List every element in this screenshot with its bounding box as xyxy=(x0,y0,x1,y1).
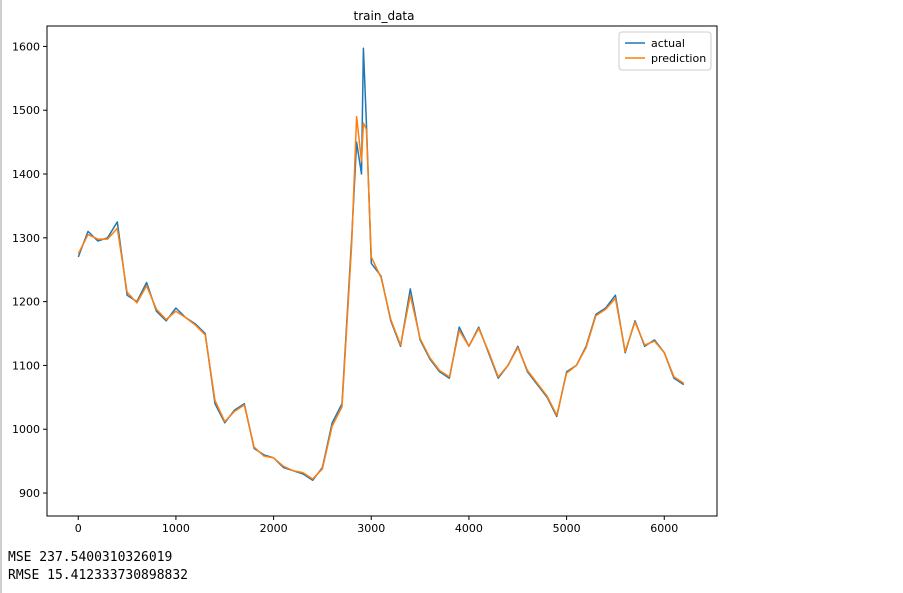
x-tick-label: 5000 xyxy=(553,522,581,535)
y-tick-label: 1400 xyxy=(12,168,40,181)
mse-line: MSE 237.5400310326019 xyxy=(8,550,173,565)
x-tick-label: 1000 xyxy=(162,522,190,535)
legend-box xyxy=(618,31,712,71)
series-line xyxy=(77,47,685,482)
rmse-line: RMSE 15.412333730898832 xyxy=(8,568,189,583)
y-tick-label: 1500 xyxy=(12,104,40,117)
y-tick-label: 1200 xyxy=(12,296,40,309)
x-tick-label: 2000 xyxy=(260,522,288,535)
series-line xyxy=(77,115,685,480)
printed-output: MSE 237.5400310326019 RMSE 15.4123337308… xyxy=(8,549,188,585)
y-tick-label: 1000 xyxy=(12,423,40,436)
x-tick-label: 3000 xyxy=(357,522,385,535)
x-tick-label: 6000 xyxy=(650,522,678,535)
y-tick-label: 900 xyxy=(19,487,40,500)
chart-title: train_data xyxy=(354,9,415,23)
plot-frame xyxy=(46,25,718,517)
legend-label: prediction xyxy=(651,52,706,65)
y-tick-label: 1300 xyxy=(12,232,40,245)
chart: train_data 900 1000 1100 1200 1300 1400 1500 16… xyxy=(12,9,718,535)
y-tick-label: 1100 xyxy=(12,359,40,372)
y-tick-label: 1600 xyxy=(12,40,40,53)
x-tick-label: 0 xyxy=(75,522,82,535)
legend-label: actual xyxy=(651,37,685,50)
x-tick-label: 4000 xyxy=(455,522,483,535)
